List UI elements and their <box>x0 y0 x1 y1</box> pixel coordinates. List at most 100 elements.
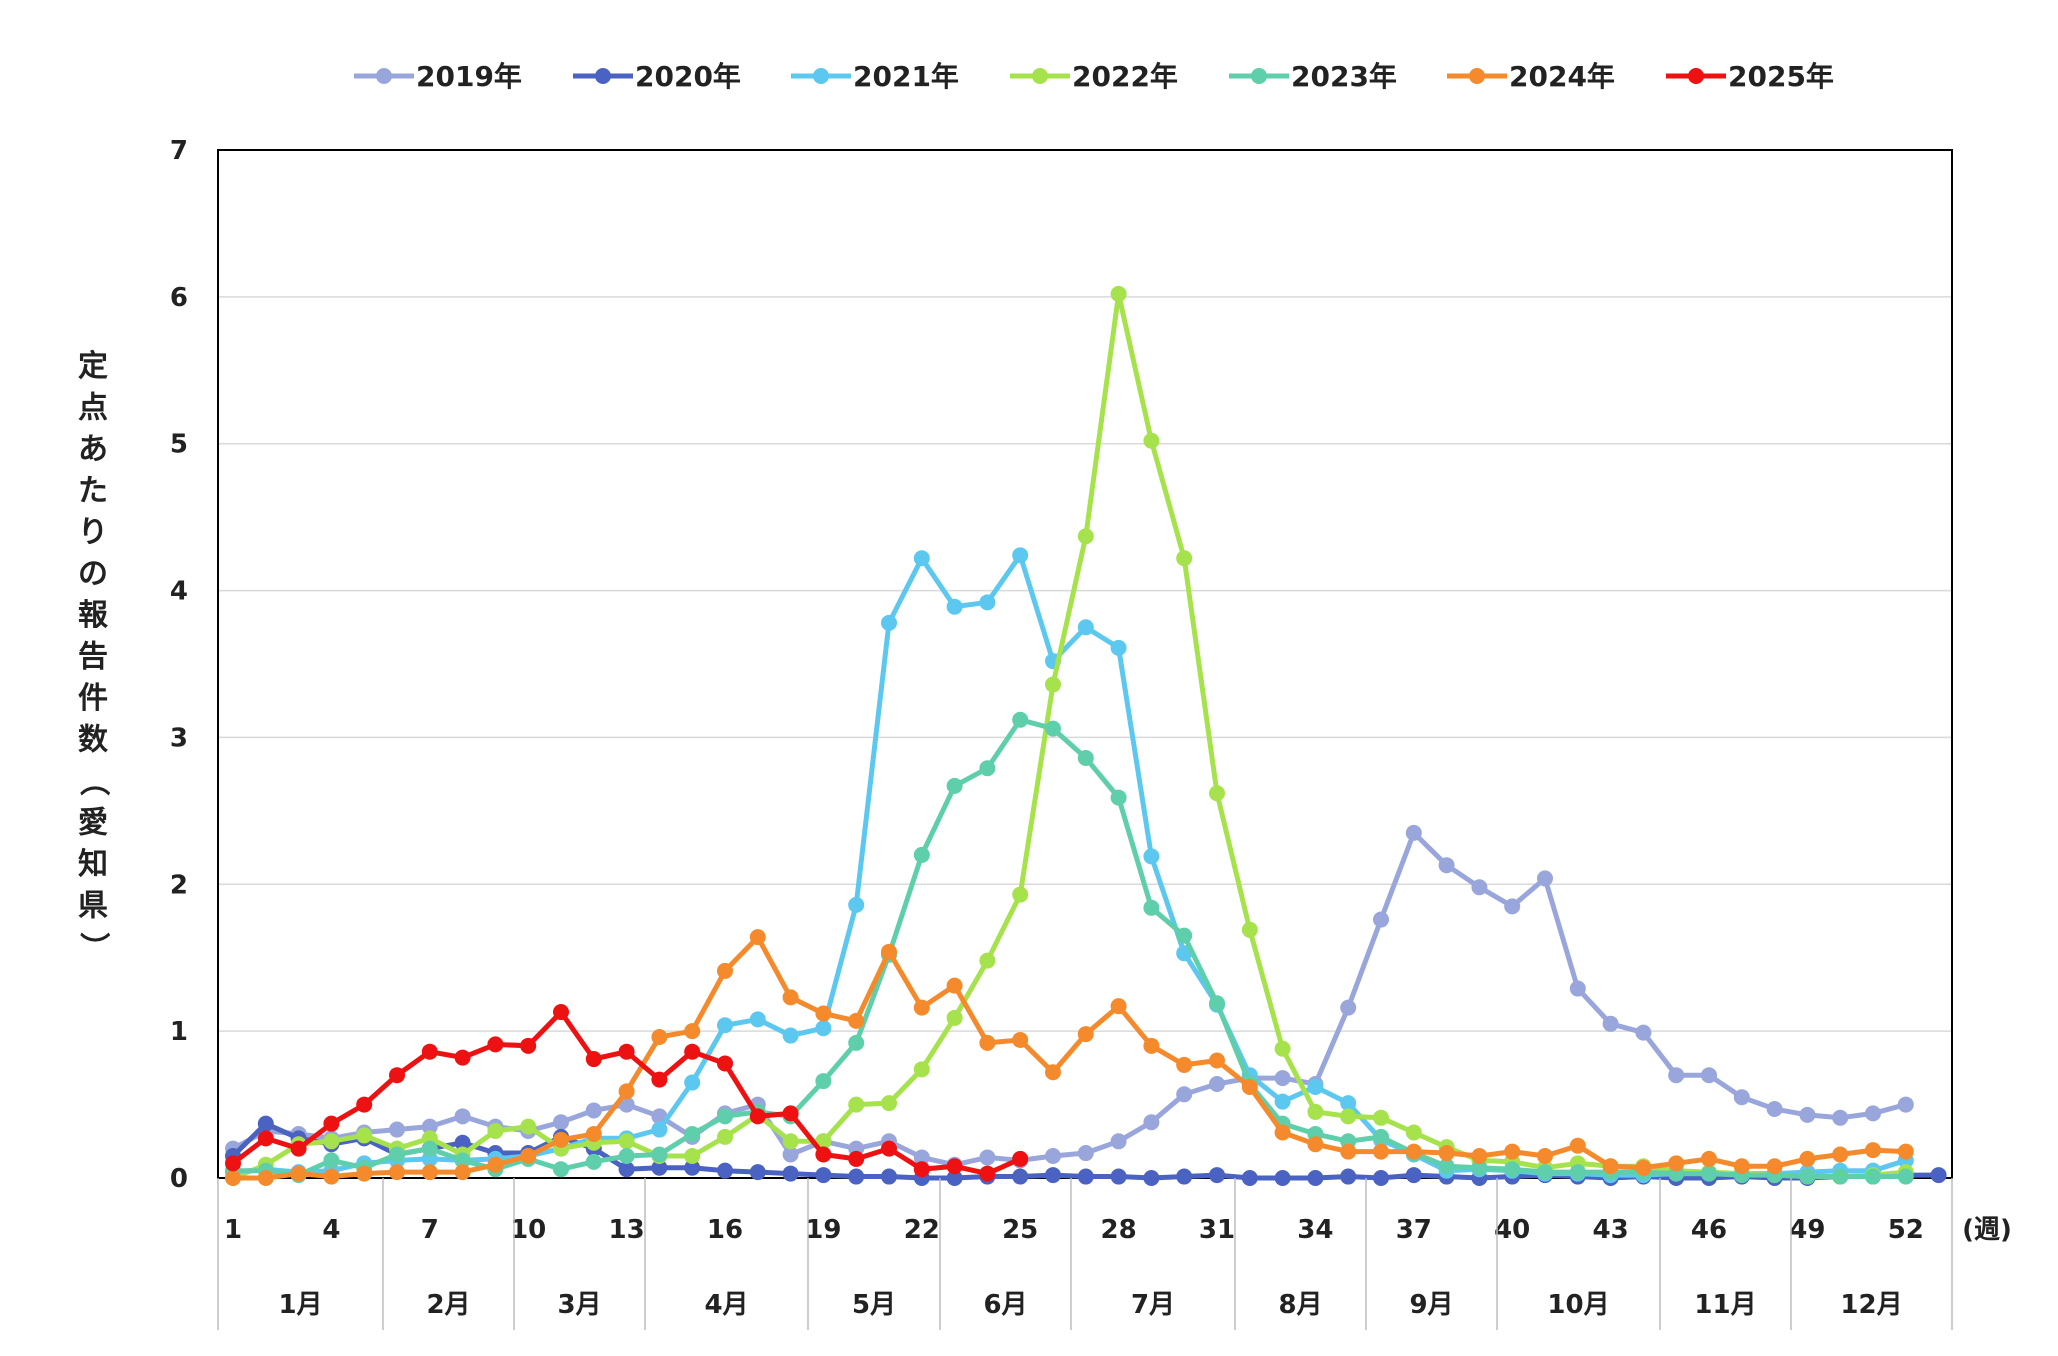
series-line <box>230 552 1909 1178</box>
y-axis-label-char: ） <box>76 932 111 962</box>
x-tick-label: 10 <box>510 1215 546 1245</box>
data-point <box>618 1147 635 1164</box>
data-point <box>1373 911 1389 928</box>
data-point <box>1635 1024 1652 1041</box>
data-point <box>1373 1143 1389 1160</box>
data-point <box>1537 1147 1553 1164</box>
x-tick-label: 43 <box>1593 1215 1629 1245</box>
x-tick-label: 46 <box>1691 1215 1727 1245</box>
data-point <box>618 1083 635 1100</box>
data-point <box>782 1105 799 1122</box>
data-point <box>1045 1147 1061 1164</box>
data-point <box>487 1123 504 1140</box>
data-point <box>651 1159 668 1176</box>
data-point <box>421 1118 438 1135</box>
data-point <box>290 1165 307 1182</box>
data-point <box>782 1146 799 1163</box>
month-label: 7月 <box>1131 1290 1175 1320</box>
x-axis-ticks: 1 4 7 10 13 16 19 22 25 28 31 34 37 40 43 46 49 52 (週) <box>224 1215 2012 1245</box>
data-point <box>1110 285 1127 302</box>
series-line <box>230 717 1909 1179</box>
data-point <box>1569 980 1586 997</box>
data-point <box>421 1140 438 1157</box>
data-point <box>1209 1167 1225 1184</box>
data-point <box>585 1153 602 1170</box>
data-point <box>257 1115 274 1132</box>
data-point <box>848 1168 865 1185</box>
data-point <box>848 896 865 913</box>
data-point <box>1274 1124 1291 1141</box>
data-point <box>1832 1109 1849 1126</box>
data-point <box>749 1164 766 1181</box>
data-point <box>815 1005 832 1022</box>
data-point <box>848 1096 865 1113</box>
data-point <box>1569 1164 1586 1181</box>
data-point <box>881 1168 897 1185</box>
x-axis-unit: (週) <box>1962 1215 2012 1245</box>
data-point <box>1110 639 1127 656</box>
data-point <box>684 1023 701 1040</box>
data-point <box>1701 1150 1717 1167</box>
data-point <box>717 1055 733 1072</box>
x-tick-label: 52 <box>1888 1215 1924 1245</box>
data-point <box>1274 1093 1291 1110</box>
data-point <box>1307 1103 1324 1120</box>
data-point <box>1897 1168 1914 1185</box>
data-point <box>1438 1158 1455 1175</box>
y-axis-label-char: の <box>78 557 108 592</box>
month-label: 8月 <box>1278 1290 1322 1320</box>
data-point <box>1012 1031 1029 1048</box>
data-point <box>389 1121 405 1138</box>
x-tick-label: 7 <box>421 1215 439 1245</box>
data-point <box>1930 1167 1947 1184</box>
data-point <box>1012 547 1029 564</box>
data-point <box>1143 1037 1160 1054</box>
data-point <box>1274 1070 1291 1087</box>
data-point <box>1110 1168 1127 1185</box>
y-axis-label-char: 愛 <box>78 806 108 841</box>
y-tick-label: 7 <box>170 136 188 166</box>
data-point <box>717 1017 733 1034</box>
data-point <box>1865 1142 1881 1159</box>
data-point <box>1405 1167 1422 1184</box>
data-point <box>1209 995 1225 1012</box>
data-point <box>323 1168 340 1185</box>
y-axis-label-char: 県 <box>78 889 108 924</box>
data-point <box>257 1170 274 1186</box>
legend-label: 2020年 <box>635 60 741 93</box>
data-point <box>684 1147 701 1164</box>
y-axis-label-char: た <box>78 474 108 509</box>
month-label: 11月 <box>1694 1290 1756 1320</box>
data-point <box>881 614 897 631</box>
month-label: 5月 <box>852 1290 896 1320</box>
y-axis-label-char: 告 <box>78 640 108 675</box>
data-point <box>717 1108 733 1125</box>
month-label: 9月 <box>1409 1290 1453 1320</box>
data-point <box>1504 898 1521 915</box>
x-tick-label: 34 <box>1297 1215 1333 1245</box>
data-point <box>651 1071 668 1088</box>
data-point <box>1897 1096 1914 1113</box>
data-point <box>1077 1026 1094 1043</box>
data-point <box>946 1170 963 1186</box>
data-point <box>946 1158 963 1175</box>
data-point <box>323 1133 340 1150</box>
data-point <box>782 1133 799 1150</box>
data-point <box>1471 1147 1488 1164</box>
data-point <box>1045 676 1061 693</box>
data-point <box>881 1140 897 1157</box>
data-point <box>1077 1145 1094 1162</box>
data-point <box>1537 870 1553 887</box>
data-point <box>717 1162 733 1179</box>
data-point <box>749 1011 766 1028</box>
data-point <box>1077 749 1094 766</box>
series-layer <box>225 285 1947 1186</box>
data-point <box>913 999 930 1016</box>
data-point <box>913 1061 930 1078</box>
month-row: 1月 2月 3月 4月 5月 6月 7月 8月 9月 10月 11月 12月 <box>217 1178 1953 1330</box>
data-point <box>651 1121 668 1138</box>
month-label: 10月 <box>1547 1290 1609 1320</box>
data-point <box>1340 999 1357 1016</box>
data-point <box>585 1102 602 1119</box>
data-point <box>782 989 799 1006</box>
